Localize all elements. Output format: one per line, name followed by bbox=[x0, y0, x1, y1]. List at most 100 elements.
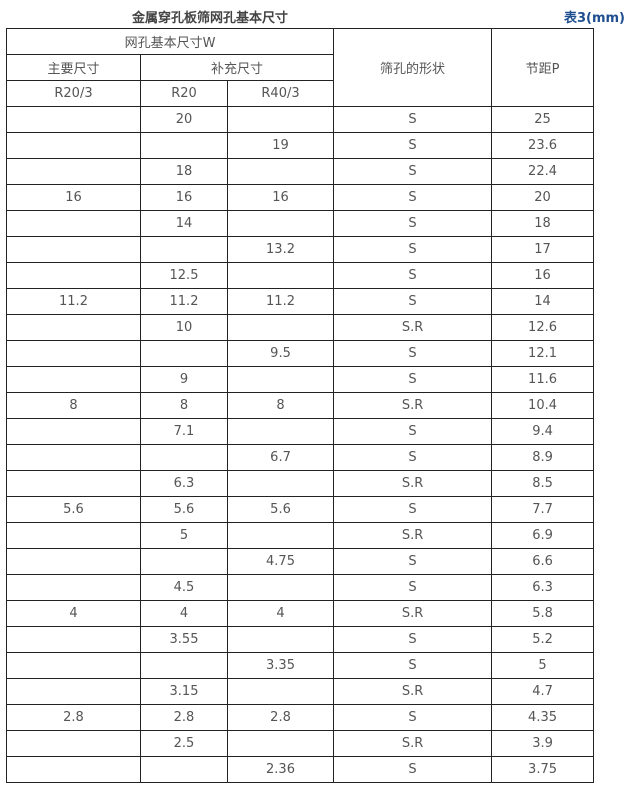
table-row: 4.5 S 6.3 bbox=[6, 574, 595, 601]
cell-shape: S bbox=[333, 340, 493, 367]
cell-shape: S bbox=[333, 444, 493, 471]
cell-r40-3 bbox=[226, 470, 335, 497]
table-number: 表3(mm) bbox=[563, 11, 625, 26]
cell-r40-3 bbox=[226, 106, 335, 133]
table-row: 3.35 S 5 bbox=[6, 652, 595, 679]
cell-r20-3 bbox=[6, 158, 141, 185]
table-row: 16 16 16 S 20 bbox=[6, 184, 595, 211]
table-row: 20 S 25 bbox=[6, 106, 595, 133]
cell-r20-3 bbox=[6, 652, 141, 679]
cell-pitch: 23.6 bbox=[491, 132, 595, 159]
cell-r20-3 bbox=[6, 106, 141, 133]
header-shape: 筛孔的形状 bbox=[333, 28, 493, 107]
cell-r40-3: 4.75 bbox=[226, 548, 335, 575]
cell-r20 bbox=[140, 548, 228, 575]
cell-r20: 5.6 bbox=[140, 496, 228, 523]
cell-r20: 3.15 bbox=[140, 678, 228, 705]
cell-r20-3 bbox=[6, 730, 141, 757]
table-row: 19 S 23.6 bbox=[6, 132, 595, 159]
table-row: 6.7 S 8.9 bbox=[6, 444, 595, 471]
cell-r20: 2.8 bbox=[140, 704, 228, 731]
table-title: 金属穿孔板筛网孔基本尺寸 bbox=[131, 11, 288, 26]
table-row: 5.6 5.6 5.6 S 7.7 bbox=[6, 496, 595, 523]
cell-pitch: 12.6 bbox=[491, 314, 595, 341]
cell-pitch: 4.7 bbox=[491, 678, 595, 705]
cell-shape: S.R bbox=[333, 678, 493, 705]
cell-r40-3: 6.7 bbox=[226, 444, 335, 471]
cell-shape: S bbox=[333, 132, 493, 159]
cell-r20-3: 16 bbox=[6, 184, 141, 211]
cell-r40-3 bbox=[226, 678, 335, 705]
cell-shape: S bbox=[333, 496, 493, 523]
cell-r40-3: 3.35 bbox=[226, 652, 335, 679]
table-row: 12.5 S 16 bbox=[6, 262, 595, 289]
cell-pitch: 3.75 bbox=[491, 756, 595, 783]
header-r20-3: R20/3 bbox=[6, 80, 141, 107]
cell-r40-3 bbox=[226, 730, 335, 757]
cell-r20-3 bbox=[6, 444, 141, 471]
table-row: 11.2 11.2 11.2 S 14 bbox=[6, 288, 595, 315]
cell-shape: S bbox=[333, 626, 493, 653]
cell-r20: 6.3 bbox=[140, 470, 228, 497]
cell-r40-3 bbox=[226, 366, 335, 393]
cell-shape: S bbox=[333, 184, 493, 211]
cell-r40-3 bbox=[226, 574, 335, 601]
cell-shape: S bbox=[333, 548, 493, 575]
table-row: 13.2 S 17 bbox=[6, 236, 595, 263]
cell-r20: 16 bbox=[140, 184, 228, 211]
cell-r20 bbox=[140, 756, 228, 783]
cell-shape: S bbox=[333, 366, 493, 393]
cell-pitch: 20 bbox=[491, 184, 595, 211]
cell-shape: S bbox=[333, 756, 493, 783]
cell-r20 bbox=[140, 652, 228, 679]
cell-r40-3 bbox=[226, 262, 335, 289]
cell-pitch: 18 bbox=[491, 210, 595, 237]
table-row: 14 S 18 bbox=[6, 210, 595, 237]
cell-shape: S.R bbox=[333, 730, 493, 757]
cell-r20: 8 bbox=[140, 392, 228, 419]
cell-r20: 11.2 bbox=[140, 288, 228, 315]
cell-r20: 10 bbox=[140, 314, 228, 341]
cell-r40-3: 19 bbox=[226, 132, 335, 159]
cell-r20-3 bbox=[6, 678, 141, 705]
cell-shape: S.R bbox=[333, 470, 493, 497]
cell-shape: S bbox=[333, 574, 493, 601]
header-r20: R20 bbox=[140, 80, 228, 107]
table-row: 18 S 22.4 bbox=[6, 158, 595, 185]
cell-pitch: 16 bbox=[491, 262, 595, 289]
cell-pitch: 9.4 bbox=[491, 418, 595, 445]
table-row: 9.5 S 12.1 bbox=[6, 340, 595, 367]
cell-r40-3: 2.8 bbox=[226, 704, 335, 731]
cell-pitch: 5 bbox=[491, 652, 595, 679]
cell-r20: 18 bbox=[140, 158, 228, 185]
cell-shape: S.R bbox=[333, 600, 493, 627]
cell-pitch: 4.35 bbox=[491, 704, 595, 731]
cell-r20: 14 bbox=[140, 210, 228, 237]
cell-r40-3 bbox=[226, 158, 335, 185]
cell-shape: S bbox=[333, 236, 493, 263]
cell-pitch: 7.7 bbox=[491, 496, 595, 523]
cell-r20: 3.55 bbox=[140, 626, 228, 653]
cell-r20-3 bbox=[6, 314, 141, 341]
cell-pitch: 11.6 bbox=[491, 366, 595, 393]
cell-r40-3: 2.36 bbox=[226, 756, 335, 783]
cell-pitch: 8.9 bbox=[491, 444, 595, 471]
cell-shape: S bbox=[333, 288, 493, 315]
cell-shape: S.R bbox=[333, 392, 493, 419]
cell-r20 bbox=[140, 132, 228, 159]
cell-r40-3: 9.5 bbox=[226, 340, 335, 367]
cell-r20-3: 11.2 bbox=[6, 288, 141, 315]
cell-shape: S bbox=[333, 262, 493, 289]
cell-r20: 4.5 bbox=[140, 574, 228, 601]
cell-r20-3 bbox=[6, 340, 141, 367]
cell-r20: 20 bbox=[140, 106, 228, 133]
cell-shape: S.R bbox=[333, 522, 493, 549]
cell-r20 bbox=[140, 340, 228, 367]
cell-r20-3 bbox=[6, 418, 141, 445]
cell-r20-3 bbox=[6, 756, 141, 783]
header-aperture-size: 网孔基本尺寸W bbox=[5, 28, 335, 55]
cell-r20-3: 4 bbox=[6, 600, 141, 627]
header-pitch: 节距P bbox=[491, 28, 595, 107]
cell-r20: 9 bbox=[140, 366, 228, 393]
table-row: 8 8 8 S.R 10.4 bbox=[6, 392, 595, 419]
